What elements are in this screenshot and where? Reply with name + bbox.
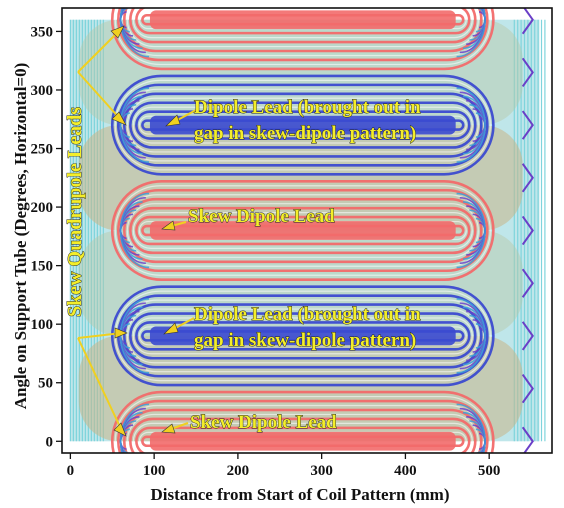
skew-dipole-band-turn <box>116 188 489 273</box>
skew-dipole-band-turn <box>114 185 491 276</box>
dipole-band-turn <box>135 321 471 351</box>
dipole-lead-upper-label-line2: gap in skew-dipole pattern) <box>194 123 416 144</box>
callout-arrows <box>77 29 197 432</box>
y-tick-label: 300 <box>31 83 54 99</box>
turn-end-right <box>456 8 486 58</box>
skew-dipole-band-turn <box>126 203 479 258</box>
right-end-lead <box>521 57 534 88</box>
skew-dipole-band-turn <box>110 390 495 453</box>
dipole-band-core <box>149 115 456 135</box>
skew-dipole-band-turn <box>129 8 477 44</box>
skew-dipole-band-turn <box>114 8 491 66</box>
skew-dipole-band-core <box>149 10 456 30</box>
dipole-band-turn <box>116 83 489 167</box>
dipole-band-turn <box>129 312 477 360</box>
x-tick-label: 200 <box>227 463 250 479</box>
skew-dipole-band-turn <box>110 180 495 281</box>
skew-dipole-band-turn <box>114 395 491 453</box>
x-tick-label: 100 <box>143 463 166 479</box>
skew-dipole-band-turn <box>123 197 483 264</box>
dipole-band-turn <box>110 74 495 176</box>
right-end-lead <box>521 373 534 404</box>
right-end-lead <box>521 8 534 35</box>
dipole-band-turn <box>132 317 473 355</box>
turn-end-right <box>456 192 486 269</box>
y-axis-ticks: 0 50 100 150 200 250 300 350 <box>31 24 62 450</box>
y-tick-label: 200 <box>31 200 54 216</box>
turn-end-left <box>119 403 150 453</box>
right-end-lead <box>521 268 534 298</box>
right-end-lead <box>521 110 534 140</box>
right-end-lead <box>521 426 534 453</box>
x-tick-label: 400 <box>394 463 417 479</box>
plot-frame <box>61 7 553 454</box>
skew-dipole-band-turn <box>129 206 477 255</box>
callout-arrowheads <box>110 25 181 437</box>
x-axis-ticks: 0 100 200 300 400 500 <box>67 453 501 479</box>
skew-dipole-band-turn <box>126 8 479 48</box>
turn-end-left <box>119 8 150 58</box>
turn-end-left <box>119 192 150 269</box>
right-end-lead <box>521 215 534 246</box>
x-tick-label: 300 <box>310 463 333 479</box>
y-tick-label: 0 <box>46 434 54 450</box>
coil-pattern <box>69 8 546 453</box>
y-tick-label: 100 <box>31 317 54 333</box>
dipole-band-turn <box>126 97 479 153</box>
x-tick-label: 500 <box>478 463 501 479</box>
right-end-lead <box>521 163 534 193</box>
dipole-band-turn <box>135 110 471 140</box>
y-axis-title: Angle on Support Tube (Degrees, Horizont… <box>11 63 30 410</box>
skew-dipole-band-turn <box>126 413 479 453</box>
skew-quadrupole-leads-label: Skew Quadrupole Leads <box>64 107 86 317</box>
y-tick-label: 50 <box>38 376 53 392</box>
y-tick-label: 250 <box>31 142 54 158</box>
dipole-band-turn <box>123 303 483 369</box>
skew-dipole-band-core <box>149 431 456 451</box>
turn-end-left <box>119 87 150 163</box>
dipole-lead-upper-label-line1: Dipole Lead (brought out in <box>194 97 421 118</box>
skew-dipole-band-turn <box>135 215 471 246</box>
skew-dipole-band-turn <box>116 399 489 453</box>
turn-end-right <box>456 298 486 374</box>
dipole-band-turn <box>123 92 483 158</box>
turn-end-right <box>456 87 486 163</box>
skew-dipole-band-core <box>149 221 456 240</box>
right-end-lead <box>521 321 534 351</box>
dipole-band-core <box>149 326 456 346</box>
skew-dipole-band-turn <box>132 8 473 39</box>
dipole-lead-lower-label-line2: gap in skew-dipole pattern) <box>194 330 416 351</box>
dipole-lead-lower-label-line1: Dipole Lead (brought out in <box>194 304 421 325</box>
dipole-band-turn <box>114 79 491 171</box>
dipole-band-turn <box>126 308 479 364</box>
skew-dipole-band-turn <box>132 422 473 453</box>
skew-dipole-band-turn <box>123 408 483 453</box>
y-tick-label: 350 <box>31 24 54 40</box>
turn-end-right <box>456 403 486 453</box>
skew-dipole-band-turn <box>132 212 473 249</box>
dipole-band-turn <box>132 106 473 144</box>
skew-dipole-band-turn <box>135 8 471 35</box>
skew-dipole-band-turn <box>129 417 477 453</box>
dipole-band-turn <box>129 101 477 149</box>
y-tick-label: 150 <box>31 259 54 275</box>
x-axis-title: Distance from Start of Coil Pattern (mm) <box>151 485 450 504</box>
skew-dipole-lead-bottom-label: Skew Dipole Lead <box>190 412 337 433</box>
x-tick-label: 0 <box>67 463 75 479</box>
skew-dipole-band-turn <box>116 8 489 62</box>
dipole-band-turn <box>110 285 495 387</box>
skew-dipole-band-turn <box>110 8 495 71</box>
skew-dipole-band-turn <box>135 426 471 453</box>
skew-dipole-lead-middle-label: Skew Dipole Lead <box>188 206 335 227</box>
